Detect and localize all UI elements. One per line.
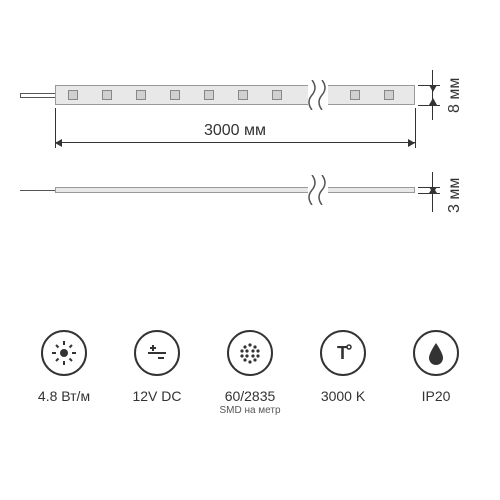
led-chip	[272, 90, 282, 100]
dc-icon	[134, 330, 180, 376]
led-chip	[350, 90, 360, 100]
led-chip	[204, 90, 214, 100]
dim-ext	[418, 105, 440, 106]
spec-ip: IP20	[392, 330, 480, 416]
led-chip	[68, 90, 78, 100]
spec-label: IP20	[422, 388, 451, 405]
spec-temp: T 3000 K	[299, 330, 387, 416]
wire	[20, 93, 55, 94]
spec-leds: 60/2835 SMD на метр	[206, 330, 294, 416]
break-mark	[308, 175, 328, 205]
led-chip	[170, 90, 180, 100]
spec-voltage: 12V DC	[113, 330, 201, 416]
drop-icon	[413, 330, 459, 376]
dim-line	[55, 142, 415, 143]
dim-ext	[415, 108, 416, 148]
arrow	[429, 98, 437, 105]
width-label: 8 мм	[446, 75, 466, 115]
wire	[20, 190, 55, 191]
led-chip	[102, 90, 112, 100]
strip-side	[55, 187, 415, 193]
thickness-label: 3 мм	[446, 175, 466, 215]
arrow	[429, 187, 437, 193]
dots-icon	[227, 330, 273, 376]
arrow	[429, 85, 437, 92]
led-chip	[136, 90, 146, 100]
svg-text:T: T	[337, 343, 348, 363]
specs-row: 4.8 Вт/м 12V DC 60/2835 SMD	[20, 330, 480, 416]
brightness-icon	[41, 330, 87, 376]
led-strip-diagram: 8 мм 3000 мм 3 мм	[20, 80, 480, 260]
spec-sub: SMD на метр	[219, 405, 280, 416]
led-chip	[384, 90, 394, 100]
temp-icon: T	[320, 330, 366, 376]
length-label: 3000 мм	[55, 122, 415, 140]
spec-label: 12V DC	[132, 388, 181, 405]
wire	[20, 97, 55, 98]
dim-line	[432, 70, 433, 120]
spec-power: 4.8 Вт/м	[20, 330, 108, 416]
spec-label: 60/2835	[225, 388, 276, 405]
wire-end	[20, 93, 21, 98]
dim-ext	[418, 193, 440, 194]
spec-label: 4.8 Вт/м	[38, 388, 90, 405]
break-mark	[308, 80, 328, 110]
spec-label: 3000 K	[321, 388, 365, 405]
led-chip	[238, 90, 248, 100]
